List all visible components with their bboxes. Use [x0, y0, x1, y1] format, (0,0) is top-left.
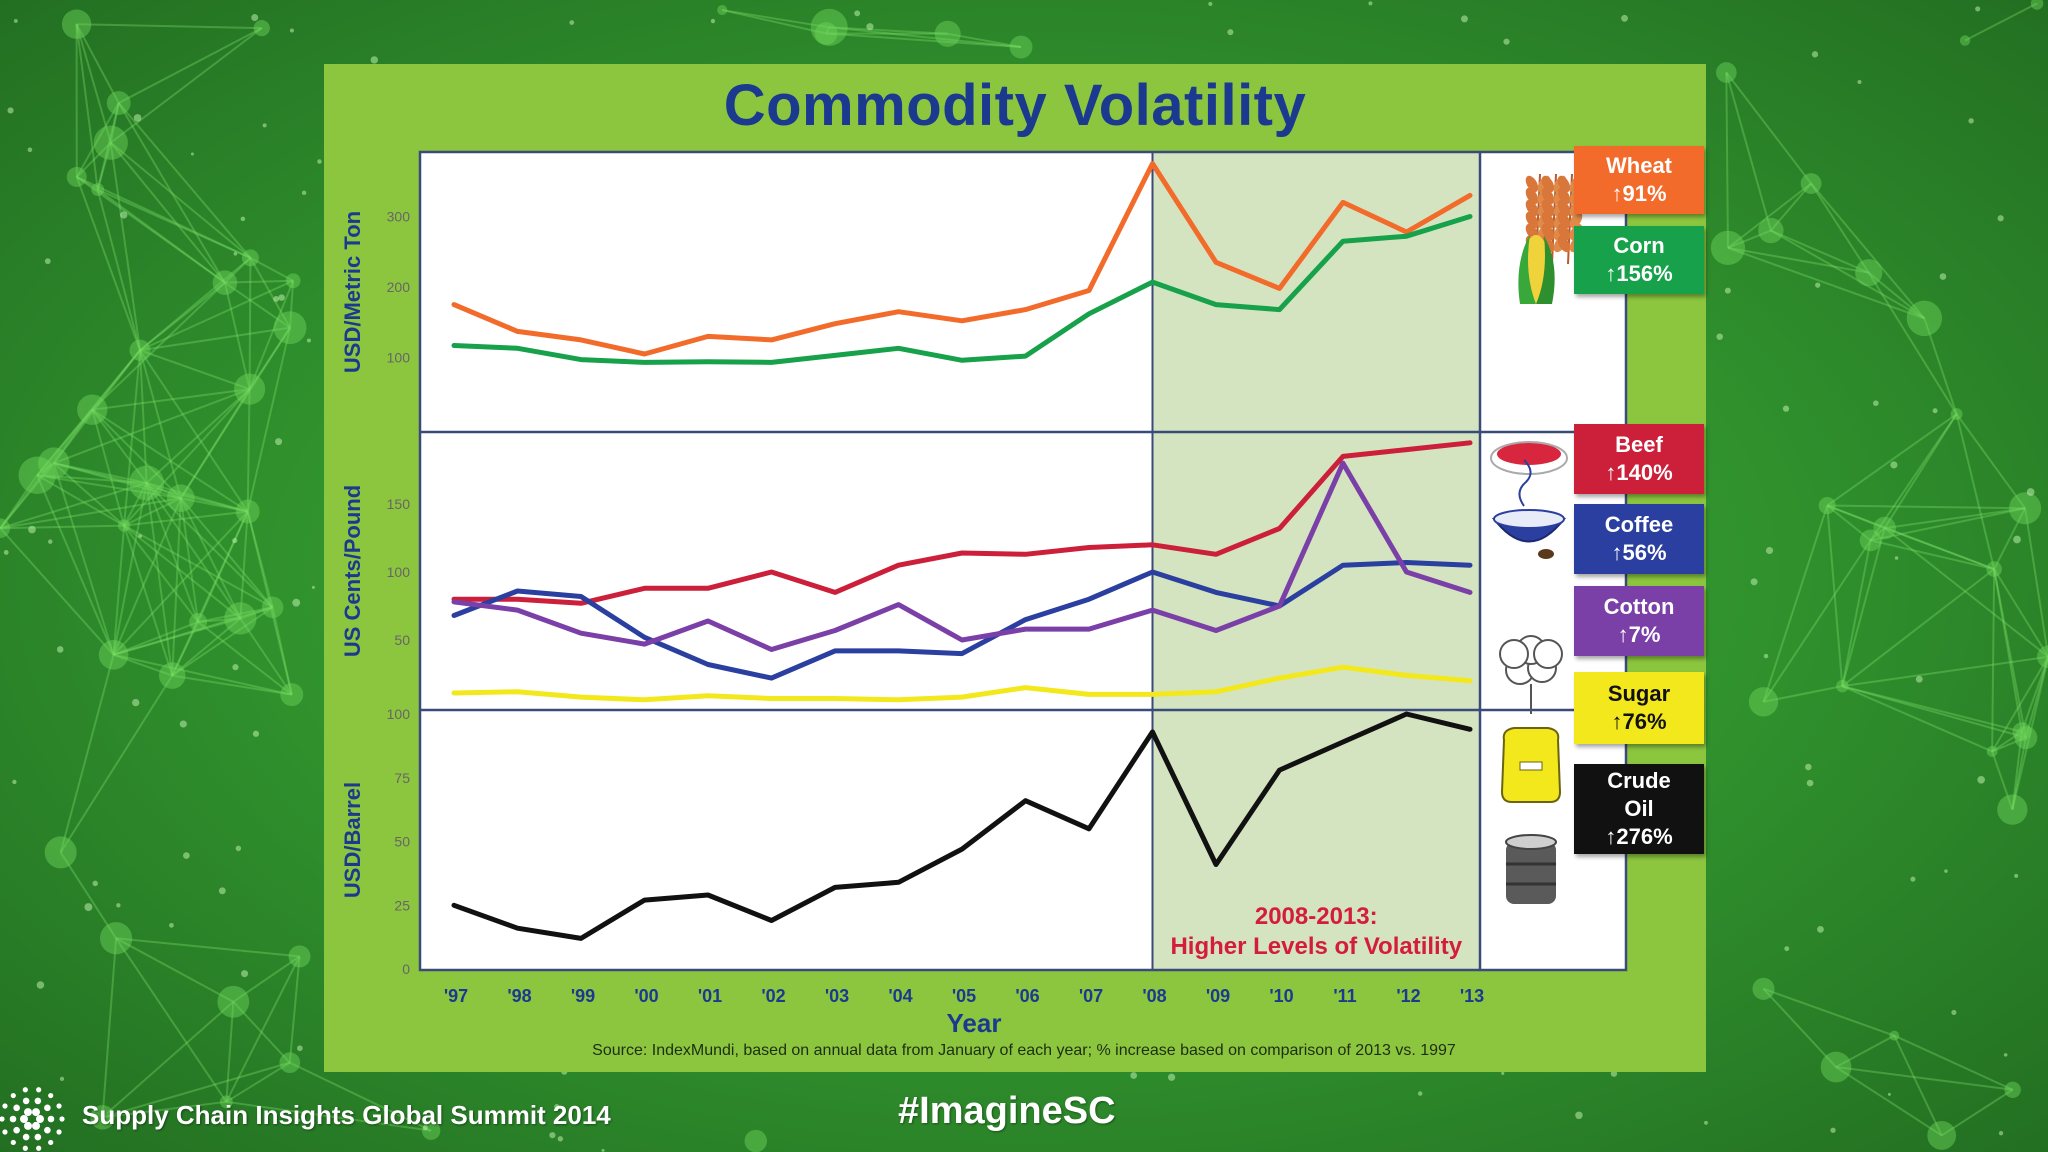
sugar-icon [1500, 727, 1562, 803]
legend-name: Oil [1624, 796, 1654, 821]
series-line-beef [451, 440, 1473, 606]
x-tick-label: '98 [507, 986, 531, 1006]
x-tick-label: '09 [1206, 986, 1230, 1006]
x-tick-label: '12 [1396, 986, 1420, 1006]
legend-change: 91% [1574, 180, 1704, 208]
series-line-wheat [451, 161, 1473, 357]
y-tick-label: 50 [394, 632, 410, 648]
legend-name: Corn [1613, 233, 1665, 258]
x-tick-label: '08 [1142, 986, 1166, 1006]
legend-label-beef: Beef140% [1574, 424, 1704, 494]
x-tick-label: '04 [888, 986, 912, 1006]
series-line-coffee [451, 560, 1473, 681]
legend-label-sugar: Sugar76% [1574, 672, 1704, 744]
chart-panel: Commodity Volatility 100 200 300 USD/Metric… [324, 64, 1706, 1072]
legend-name: Beef [1615, 432, 1663, 457]
y-tick-label: 200 [387, 279, 411, 295]
legend-change: 76% [1574, 708, 1704, 736]
volatility-annotation: Higher Levels of Volatility [1170, 933, 1462, 960]
x-tick-label: '05 [952, 986, 976, 1006]
legend-label-crude-oil: Crude Oil276% [1574, 764, 1704, 854]
legend-change: 56% [1574, 539, 1704, 567]
y-tick-label: 100 [387, 350, 411, 366]
legend-change: 156% [1574, 260, 1704, 288]
footer-hashtag: #ImagineSC [898, 1090, 1116, 1132]
commodity-chart: 100 200 300 USD/Metric Ton 50 100 150 US Cents/… [340, 150, 1628, 1038]
x-tick-label: '97 [444, 986, 468, 1006]
volatility-highlight-band [1151, 151, 1481, 971]
legend-change: 7% [1574, 621, 1704, 649]
y-tick-label: 75 [394, 770, 410, 786]
x-tick-label: '01 [698, 986, 722, 1006]
series-line-corn [451, 214, 1473, 365]
legend-name: Sugar [1607, 681, 1671, 706]
legend-label-cotton: Cotton7% [1574, 586, 1704, 656]
commodity-icons [1490, 173, 1583, 904]
legend-name: Cotton [1603, 594, 1675, 619]
y-tick-label: 50 [394, 834, 410, 850]
x-tick-label: '07 [1079, 986, 1103, 1006]
legend-label-corn: Corn156% [1574, 226, 1704, 294]
x-tick-label: '99 [571, 986, 595, 1006]
y-tick-label: 100 [387, 564, 411, 580]
x-tick-label: '10 [1269, 986, 1293, 1006]
cotton-icon [1499, 635, 1563, 714]
series-line-sugar [451, 664, 1473, 703]
legend-name: Coffee [1604, 512, 1674, 537]
legend-label-wheat: Wheat91% [1574, 146, 1704, 214]
volatility-annotation: 2008-2013: [1255, 903, 1378, 930]
y-tick-label: 0 [402, 961, 410, 977]
source-note: Source: IndexMundi, based on annual data… [592, 1042, 1456, 1059]
x-tick-label: '11 [1333, 986, 1356, 1006]
beef-icon [1490, 441, 1568, 475]
series-line-crude-oil [451, 711, 1473, 941]
corn-icon [1518, 234, 1555, 304]
x-tick-label: '13 [1460, 986, 1484, 1006]
legend-label-coffee: Coffee56% [1574, 504, 1704, 574]
legend-change: 276% [1574, 823, 1704, 851]
series-line-cotton [451, 460, 1473, 652]
y-axis-label: USD/Barrel [340, 782, 365, 898]
oil-barrel-icon [1505, 834, 1557, 904]
y-tick-label: 100 [387, 706, 411, 722]
x-tick-label: '00 [634, 986, 658, 1006]
y-tick-label: 150 [387, 496, 411, 512]
x-tick-label: '02 [761, 986, 785, 1006]
y-tick-label: 300 [387, 209, 411, 225]
y-axis-label: USD/Metric Ton [340, 211, 365, 373]
y-axis-label: US Cents/Pound [340, 485, 365, 657]
footer-event-title: Supply Chain Insights Global Summit 2014 [82, 1100, 611, 1130]
coffee-icon [1491, 459, 1567, 559]
x-axis-label: Year [947, 1008, 1002, 1038]
x-tick-label: '03 [825, 986, 849, 1006]
summit-logo-icon [0, 1087, 65, 1151]
legend-change: 140% [1574, 459, 1704, 487]
y-tick-label: 25 [394, 897, 410, 913]
legend-name: Wheat [1606, 153, 1672, 178]
legend-name: Crude [1607, 768, 1671, 793]
x-tick-label: '06 [1015, 986, 1039, 1006]
chart-title: Commodity Volatility [723, 73, 1307, 138]
